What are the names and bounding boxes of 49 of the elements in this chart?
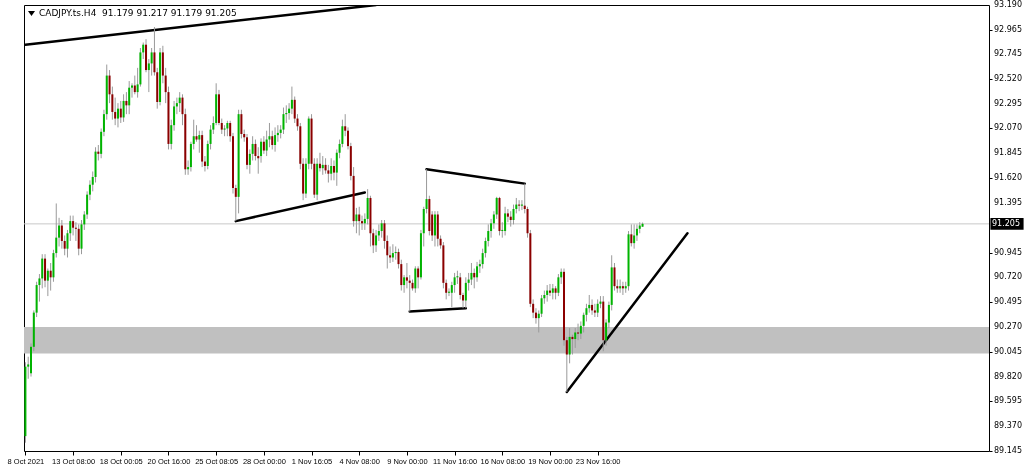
candlestick	[557, 273, 560, 297]
y-tick-label: 90.720	[994, 272, 1022, 282]
candlestick	[133, 75, 136, 95]
candlestick	[178, 91, 181, 113]
candlestick	[571, 334, 574, 356]
candlestick	[394, 245, 397, 261]
y-tick-label: 90.495	[994, 297, 1022, 307]
y-tick-label: 90.045	[994, 346, 1022, 356]
candlestick	[358, 206, 361, 236]
y-tick-label: 92.295	[994, 98, 1022, 108]
ref-line-label: 91.205	[992, 218, 1020, 228]
y-tick-label: 89.595	[994, 396, 1022, 406]
candlestick	[240, 109, 243, 139]
candlestick	[591, 298, 594, 316]
y-tick-label: 93.190	[994, 0, 1022, 9]
y-tick-label: 92.745	[994, 49, 1022, 59]
candlestick	[355, 207, 358, 234]
candlestick	[77, 223, 80, 256]
candlestick	[504, 206, 507, 236]
y-tick-label: 89.820	[994, 371, 1022, 381]
y-tick-label: 92.070	[994, 123, 1022, 133]
candlestick	[116, 102, 119, 128]
candlestick	[150, 47, 153, 77]
y-tick-label: 91.620	[994, 173, 1022, 183]
candlestick	[464, 276, 467, 309]
candlestick	[122, 93, 125, 123]
candlestick	[251, 135, 254, 161]
candlestick	[593, 303, 596, 318]
y-tick-label: 91.845	[994, 148, 1022, 158]
y-tick-label: 91.395	[994, 197, 1022, 207]
candlestick	[366, 188, 369, 225]
candlestick	[540, 294, 543, 318]
candlestick	[254, 139, 257, 161]
y-tick-label: 90.270	[994, 321, 1022, 331]
candlestick	[453, 272, 456, 294]
candlestick	[274, 126, 277, 153]
candlestick	[630, 223, 633, 247]
candlestick	[633, 223, 636, 250]
y-tick-label: 90.945	[994, 247, 1022, 257]
y-tick-label: 89.370	[994, 421, 1022, 431]
candlestick	[128, 80, 131, 115]
y-tick-label: 89.145	[994, 446, 1022, 455]
candlestick	[282, 107, 285, 135]
candlestick	[433, 210, 436, 247]
y-tick-label: 92.965	[994, 24, 1022, 34]
candlestick	[49, 262, 52, 292]
candlestick	[568, 327, 571, 364]
chart-title: CADJPY.ts.H4 91.179 91.217 91.179 91.205	[39, 8, 237, 18]
y-tick-label: 92.520	[994, 73, 1022, 83]
